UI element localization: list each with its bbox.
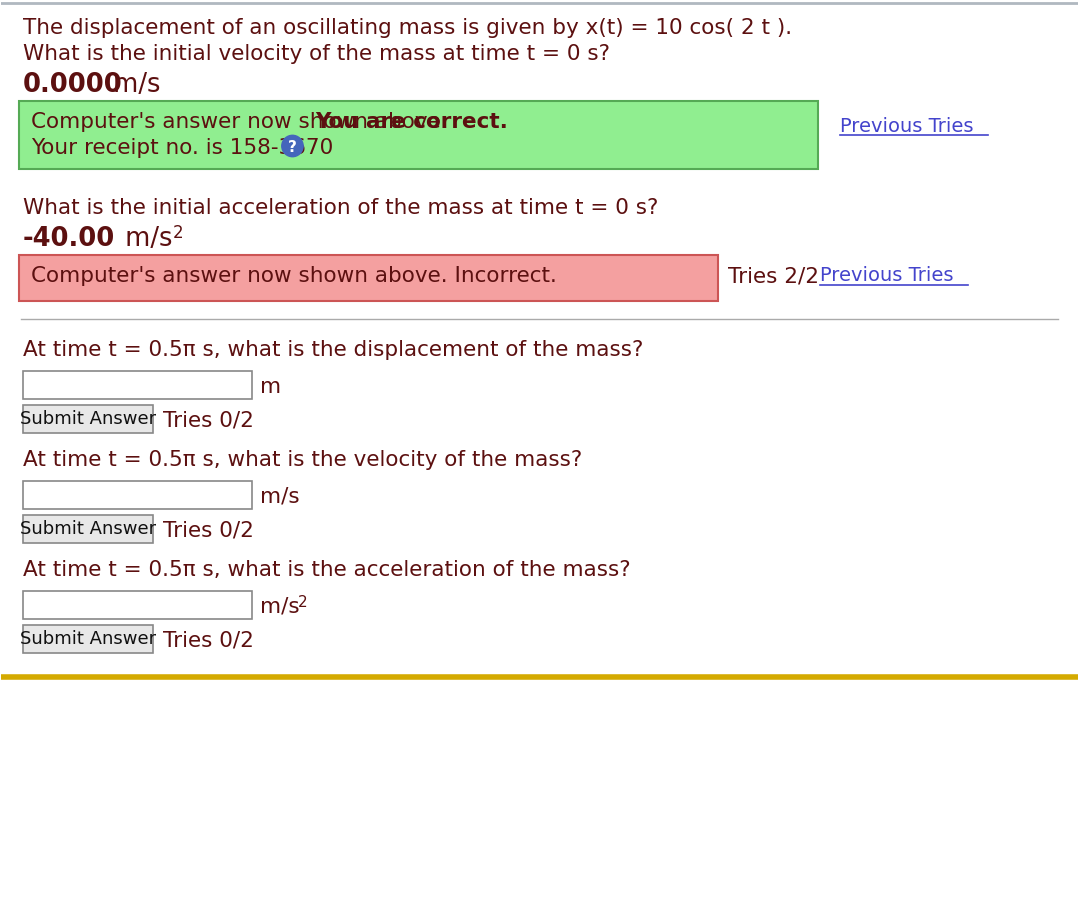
Text: Previous Tries: Previous Tries xyxy=(820,266,954,285)
Text: What is the initial acceleration of the mass at time t = 0 s?: What is the initial acceleration of the … xyxy=(23,198,658,218)
Text: 2: 2 xyxy=(298,595,307,609)
FancyBboxPatch shape xyxy=(23,405,153,434)
Text: You are correct.: You are correct. xyxy=(316,112,509,131)
Text: -40.00: -40.00 xyxy=(23,226,115,252)
Text: At time t = 0.5π s, what is the acceleration of the mass?: At time t = 0.5π s, what is the accelera… xyxy=(23,560,631,579)
Text: m/s: m/s xyxy=(261,486,300,506)
Text: m/s: m/s xyxy=(261,596,300,617)
Text: Submit Answer: Submit Answer xyxy=(19,519,155,538)
Text: 2: 2 xyxy=(172,223,183,242)
FancyBboxPatch shape xyxy=(23,482,252,509)
Text: Tries 0/2: Tries 0/2 xyxy=(163,519,253,539)
Text: Tries 0/2: Tries 0/2 xyxy=(163,630,253,650)
Text: m: m xyxy=(261,377,281,397)
Circle shape xyxy=(282,137,303,157)
Text: Tries 2/2: Tries 2/2 xyxy=(729,266,819,286)
FancyBboxPatch shape xyxy=(23,516,153,543)
Text: At time t = 0.5π s, what is the displacement of the mass?: At time t = 0.5π s, what is the displace… xyxy=(23,340,642,359)
Text: m/s: m/s xyxy=(116,226,172,252)
FancyBboxPatch shape xyxy=(18,255,718,301)
Text: What is the initial velocity of the mass at time t = 0 s?: What is the initial velocity of the mass… xyxy=(23,44,610,64)
Text: ?: ? xyxy=(288,140,296,154)
Text: The displacement of an oscillating mass is given by x(t) = 10 cos( 2 t ).: The displacement of an oscillating mass … xyxy=(23,18,791,38)
Text: Submit Answer: Submit Answer xyxy=(19,410,155,427)
FancyBboxPatch shape xyxy=(23,371,252,400)
Text: Your receipt no. is 158-3670: Your receipt no. is 158-3670 xyxy=(30,138,333,158)
FancyBboxPatch shape xyxy=(23,591,252,619)
Text: Tries 0/2: Tries 0/2 xyxy=(163,410,253,429)
Text: Computer's answer now shown above. Incorrect.: Computer's answer now shown above. Incor… xyxy=(30,266,556,286)
FancyBboxPatch shape xyxy=(18,102,818,170)
Text: m/s: m/s xyxy=(105,72,160,98)
Text: Computer's answer now shown above.: Computer's answer now shown above. xyxy=(30,112,454,131)
Text: Submit Answer: Submit Answer xyxy=(19,630,155,647)
FancyBboxPatch shape xyxy=(23,625,153,653)
Text: 0.0000: 0.0000 xyxy=(23,72,123,98)
Text: Previous Tries: Previous Tries xyxy=(840,117,973,136)
Text: At time t = 0.5π s, what is the velocity of the mass?: At time t = 0.5π s, what is the velocity… xyxy=(23,449,582,470)
